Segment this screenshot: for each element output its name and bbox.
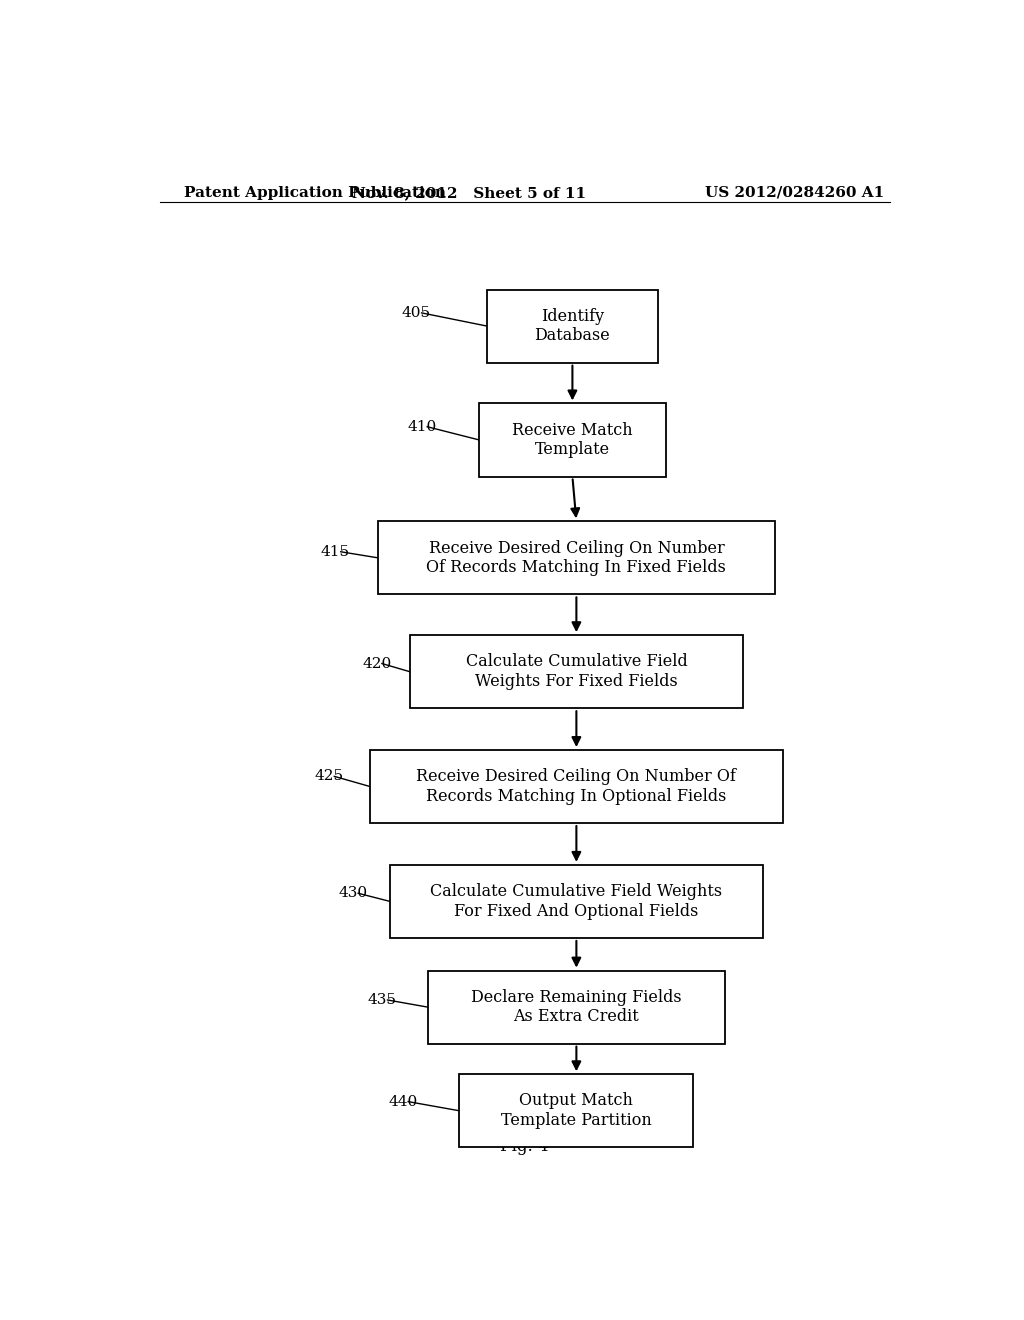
Text: Calculate Cumulative Field Weights
For Fixed And Optional Fields: Calculate Cumulative Field Weights For F… — [430, 883, 723, 920]
FancyBboxPatch shape — [410, 635, 743, 709]
Text: 420: 420 — [362, 656, 391, 671]
FancyBboxPatch shape — [378, 521, 775, 594]
Text: Identify
Database: Identify Database — [535, 308, 610, 345]
FancyBboxPatch shape — [460, 1074, 693, 1147]
Text: 405: 405 — [401, 306, 431, 319]
FancyBboxPatch shape — [428, 970, 725, 1044]
Text: 415: 415 — [321, 545, 350, 558]
Text: Output Match
Template Partition: Output Match Template Partition — [501, 1093, 651, 1129]
Text: 435: 435 — [368, 993, 396, 1007]
FancyBboxPatch shape — [390, 865, 763, 939]
Text: Receive Match
Template: Receive Match Template — [512, 421, 633, 458]
Text: Nov. 8, 2012   Sheet 5 of 11: Nov. 8, 2012 Sheet 5 of 11 — [352, 186, 587, 199]
Text: Receive Desired Ceiling On Number
Of Records Matching In Fixed Fields: Receive Desired Ceiling On Number Of Rec… — [426, 540, 726, 576]
Text: Patent Application Publication: Patent Application Publication — [183, 186, 445, 199]
Text: Calculate Cumulative Field
Weights For Fixed Fields: Calculate Cumulative Field Weights For F… — [466, 653, 687, 690]
Text: US 2012/0284260 A1: US 2012/0284260 A1 — [705, 186, 885, 199]
FancyBboxPatch shape — [370, 750, 782, 824]
Text: 430: 430 — [338, 886, 368, 900]
Text: Fig. 4: Fig. 4 — [501, 1138, 549, 1155]
FancyBboxPatch shape — [487, 289, 657, 363]
Text: Receive Desired Ceiling On Number Of
Records Matching In Optional Fields: Receive Desired Ceiling On Number Of Rec… — [417, 768, 736, 805]
Text: 410: 410 — [408, 420, 436, 434]
Text: Declare Remaining Fields
As Extra Credit: Declare Remaining Fields As Extra Credit — [471, 989, 682, 1026]
Text: 425: 425 — [314, 770, 344, 783]
Text: 440: 440 — [388, 1094, 418, 1109]
FancyBboxPatch shape — [479, 404, 666, 477]
